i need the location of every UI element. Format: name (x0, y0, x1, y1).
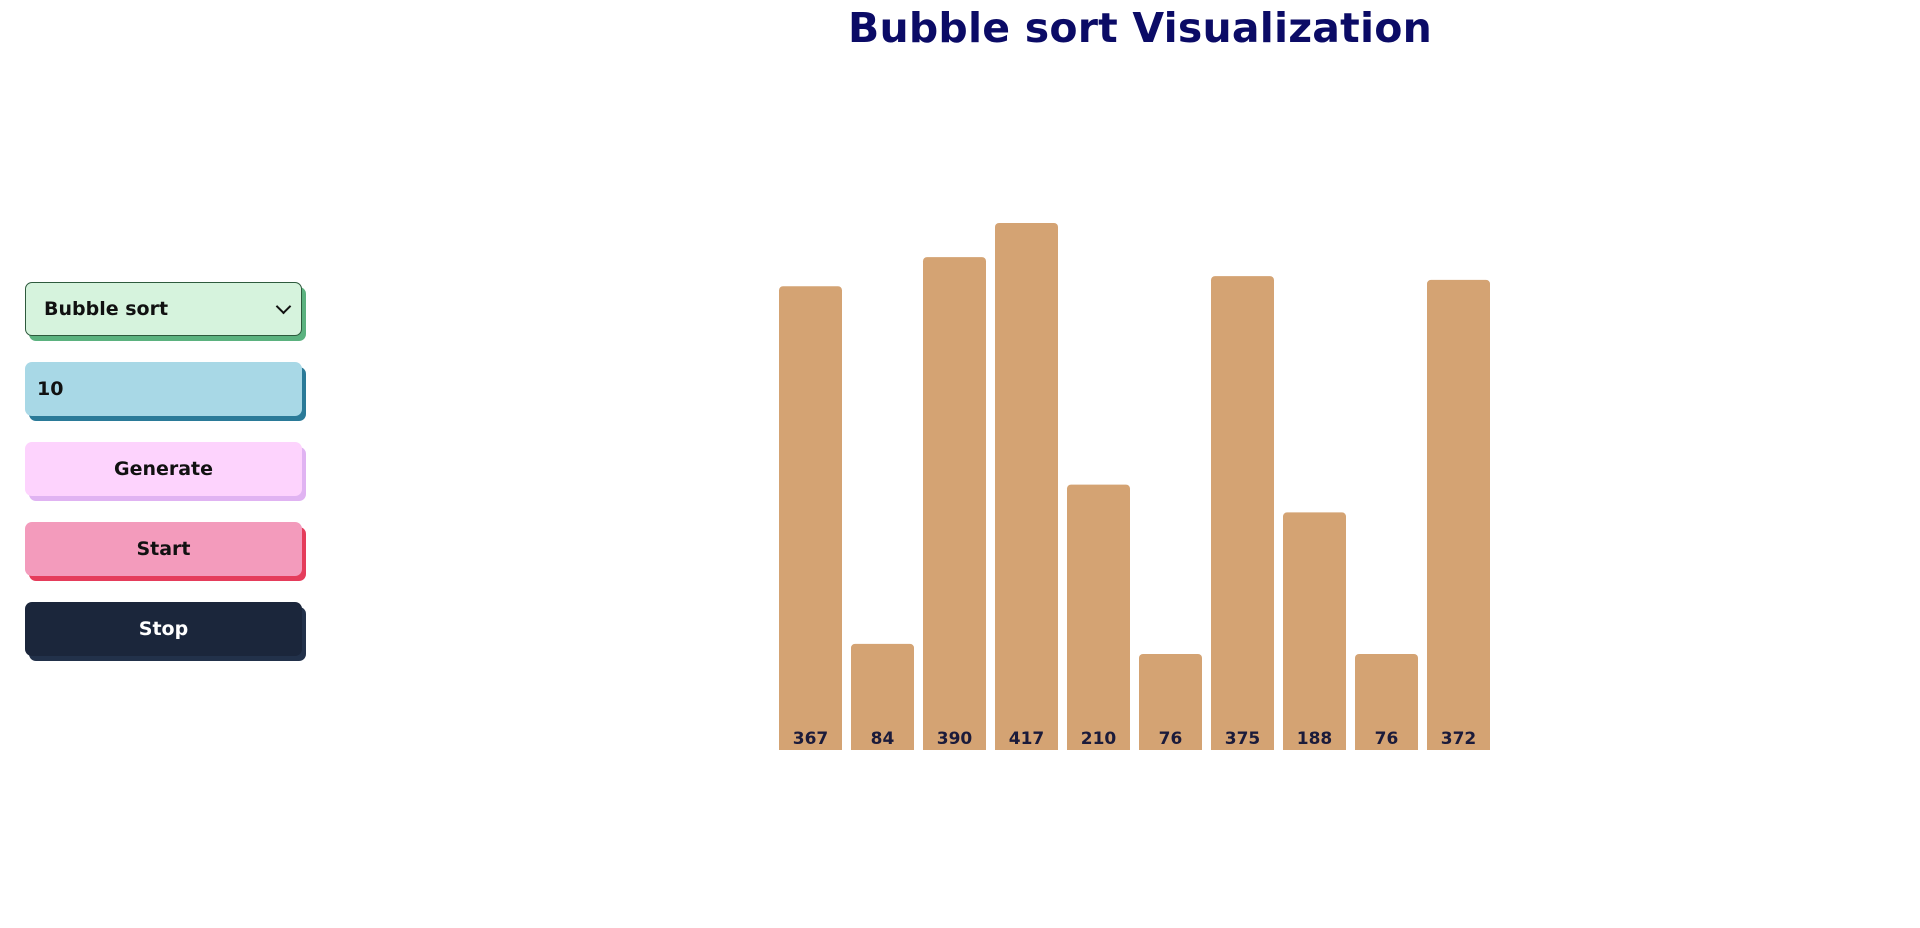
bar-value-label: 367 (793, 729, 829, 749)
controls-panel: Bubble sort 10 Generate Start Stop (25, 282, 302, 682)
bar-value-label: 417 (1009, 729, 1045, 749)
bar (1283, 512, 1346, 750)
bar-value-label: 84 (871, 729, 895, 749)
bar (1139, 653, 1202, 750)
bar-value-label: 76 (1159, 729, 1183, 749)
bar-value-label: 76 (1375, 729, 1399, 749)
bar (923, 257, 986, 750)
page-title: Bubble sort Visualization (848, 4, 1432, 52)
array-size-input[interactable]: 10 (25, 362, 302, 416)
bar (1427, 279, 1490, 750)
bar-value-label: 188 (1297, 729, 1333, 749)
algorithm-select-value: Bubble sort (44, 298, 169, 320)
bar-base (995, 744, 1058, 750)
bar-value-label: 375 (1225, 729, 1261, 749)
bar-base (851, 744, 914, 750)
bar-base (1355, 744, 1418, 750)
bar (1211, 276, 1274, 750)
bar-value-label: 390 (937, 729, 973, 749)
bar-base (1427, 744, 1490, 750)
array-size-value: 10 (37, 378, 64, 400)
bar-value-label: 210 (1081, 729, 1117, 749)
bar-base (1211, 744, 1274, 750)
bar-value-label: 372 (1441, 729, 1477, 749)
bar (1067, 484, 1130, 750)
bar (1355, 653, 1418, 750)
stop-button[interactable]: Stop (25, 602, 302, 656)
bar-base (923, 744, 986, 750)
bar (995, 223, 1058, 750)
bar-base (779, 744, 842, 750)
bar (779, 286, 842, 750)
start-button[interactable]: Start (25, 522, 302, 576)
bar-base (1067, 744, 1130, 750)
bar-base (1283, 744, 1346, 750)
bar-base (1139, 744, 1202, 750)
bar (851, 643, 914, 750)
generate-button[interactable]: Generate (25, 442, 302, 496)
algorithm-select[interactable]: Bubble sort (25, 282, 302, 336)
